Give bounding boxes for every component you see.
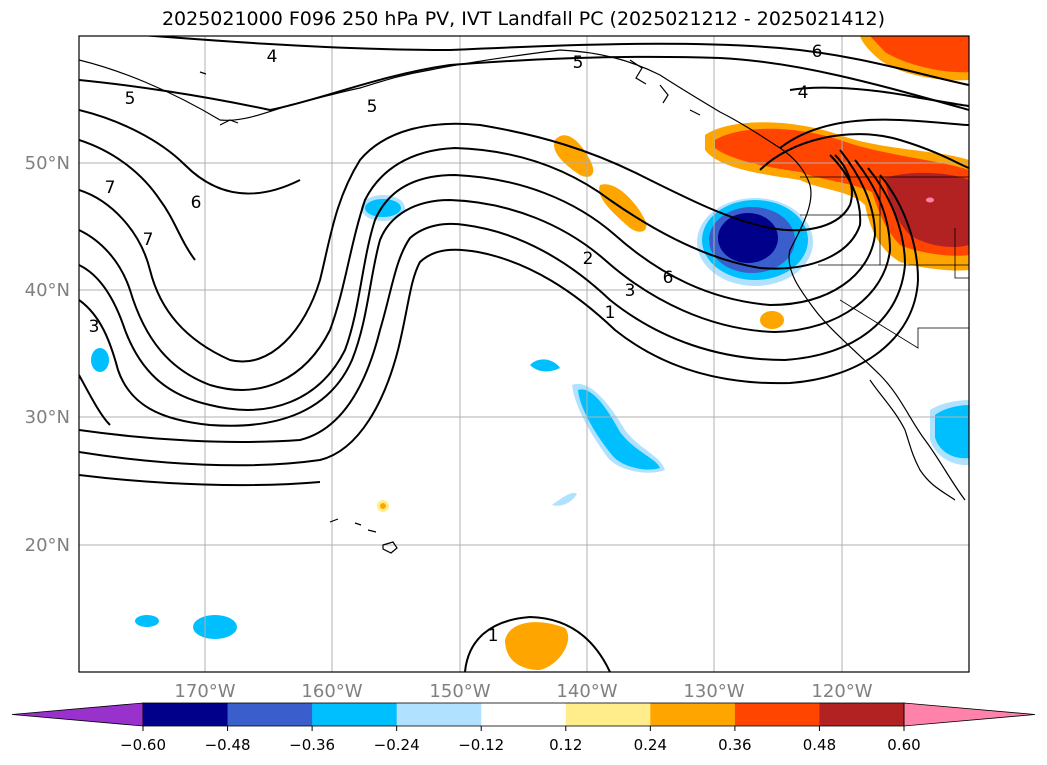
colorbar-segment xyxy=(227,703,313,726)
lat-label: 30°N xyxy=(25,407,70,428)
colorbar-tick-label: −0.12 xyxy=(458,736,504,754)
lat-label: 40°N xyxy=(25,280,70,301)
contour-label: 1 xyxy=(605,303,616,323)
contour-label: 7 xyxy=(105,178,116,198)
colorbar-segment xyxy=(819,703,905,726)
colorbar-segment xyxy=(734,703,820,726)
colorbar-segment xyxy=(312,703,398,726)
contour-labels: 4 5 6 5 4 5 7 6 7 3 2 3 1 6 1 xyxy=(89,42,823,646)
plot-frame xyxy=(78,35,970,673)
colorbar-segment xyxy=(396,703,482,726)
contour-label: 6 xyxy=(812,42,823,62)
contour-label: 7 xyxy=(143,230,154,250)
longitude-labels: 170°W 160°W 150°W 140°W 130°W 120°W xyxy=(174,681,872,702)
colorbar-tick-label: 0.24 xyxy=(634,736,667,754)
lon-label: 140°W xyxy=(556,681,617,702)
colorbar: −0.60 −0.48 −0.36 −0.24 −0.12 0.12 0.24 0.36 0.4… xyxy=(11,702,1036,754)
colorbar-tick-label: −0.24 xyxy=(374,736,420,754)
gridlines xyxy=(79,36,969,672)
contour-label: 3 xyxy=(89,317,100,337)
contour-label: 6 xyxy=(663,268,674,288)
colorbar-tick-label: −0.36 xyxy=(289,736,335,754)
contour-label: 4 xyxy=(798,83,809,103)
contour-label: 1 xyxy=(488,626,499,646)
lon-label: 130°W xyxy=(683,681,744,702)
colorbar-segment xyxy=(143,703,229,726)
contour-label: 5 xyxy=(367,97,378,117)
colorbar-extend-high xyxy=(903,702,1036,727)
lon-label: 170°W xyxy=(174,681,235,702)
lat-label: 20°N xyxy=(25,535,70,556)
pv-contours xyxy=(79,36,969,672)
colorbar-tick-label: 0.12 xyxy=(549,736,582,754)
map-title: 2025021000 F096 250 hPa PV, IVT Landfall… xyxy=(161,8,886,30)
lon-label: 120°W xyxy=(811,681,872,702)
colorbar-tick-label: −0.60 xyxy=(120,736,166,754)
colorbar-tick-label: −0.48 xyxy=(205,736,251,754)
contour-label: 3 xyxy=(625,281,636,301)
contour-label: 2 xyxy=(583,249,594,269)
lat-label: 50°N xyxy=(25,153,70,174)
contour-label: 5 xyxy=(573,53,584,73)
lon-label: 160°W xyxy=(301,681,362,702)
colorbar-tick-label: 0.48 xyxy=(803,736,836,754)
plot-area xyxy=(79,36,969,672)
colorbar-extend-low xyxy=(11,702,144,727)
latitude-labels: 50°N 40°N 30°N 20°N xyxy=(25,153,70,556)
contour-label: 4 xyxy=(267,47,278,67)
colorbar-segment xyxy=(565,703,651,726)
colorbar-tick-label: 0.60 xyxy=(887,736,920,754)
contour-label: 6 xyxy=(191,193,202,213)
colorbar-segment xyxy=(481,703,567,726)
contour-label: 5 xyxy=(125,89,136,109)
colorbar-tick-label: 0.36 xyxy=(718,736,751,754)
colorbar-frame xyxy=(142,702,905,727)
colorbar-segment xyxy=(650,703,736,726)
lon-label: 150°W xyxy=(429,681,490,702)
